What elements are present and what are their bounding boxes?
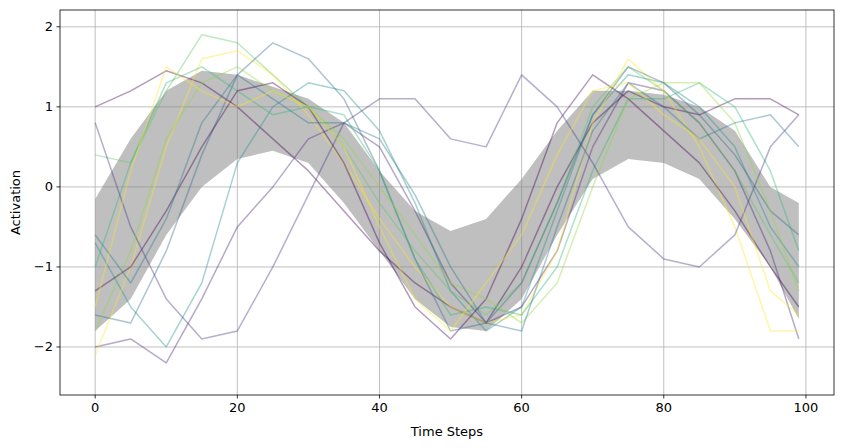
axes-frame	[60, 10, 834, 395]
x-tick	[95, 395, 96, 399]
x-tick	[521, 395, 522, 399]
plot-area	[95, 35, 799, 363]
y-tick	[57, 266, 61, 267]
chart: 0 20 40 60 80 100 −2 −1 0 1 2 Time Steps Activation	[0, 0, 844, 448]
x-tick	[237, 395, 238, 399]
y-tick	[57, 106, 61, 107]
y-tick-label: 0	[45, 179, 53, 194]
series-line	[95, 75, 799, 331]
x-tick-label: 80	[656, 400, 673, 415]
y-tick	[57, 346, 61, 347]
x-tick	[805, 395, 806, 399]
series-line	[95, 43, 799, 331]
series-line	[95, 67, 799, 331]
x-tick-label: 100	[794, 400, 819, 415]
y-tick-label: −1	[34, 259, 53, 274]
series-line	[95, 67, 799, 331]
grid-line	[663, 10, 664, 395]
grid-line	[60, 26, 834, 27]
x-tick-label: 40	[371, 400, 388, 415]
y-axis-label: Activation	[8, 170, 23, 235]
series-line	[95, 35, 799, 315]
series-line	[95, 75, 799, 339]
y-tick	[57, 186, 61, 187]
x-tick-label: 0	[91, 400, 99, 415]
x-tick-label: 20	[229, 400, 246, 415]
x-tick	[663, 395, 664, 399]
series-line	[95, 51, 799, 355]
series-line	[95, 75, 799, 347]
x-tick	[379, 395, 380, 399]
x-axis-label: Time Steps	[410, 424, 484, 439]
y-tick-label: 2	[45, 19, 53, 34]
y-tick	[57, 26, 61, 27]
y-tick-label: −2	[34, 339, 53, 354]
x-tick-label: 60	[513, 400, 530, 415]
series-line	[95, 75, 799, 339]
y-tick-label: 1	[45, 99, 53, 114]
grid-line	[805, 10, 806, 395]
